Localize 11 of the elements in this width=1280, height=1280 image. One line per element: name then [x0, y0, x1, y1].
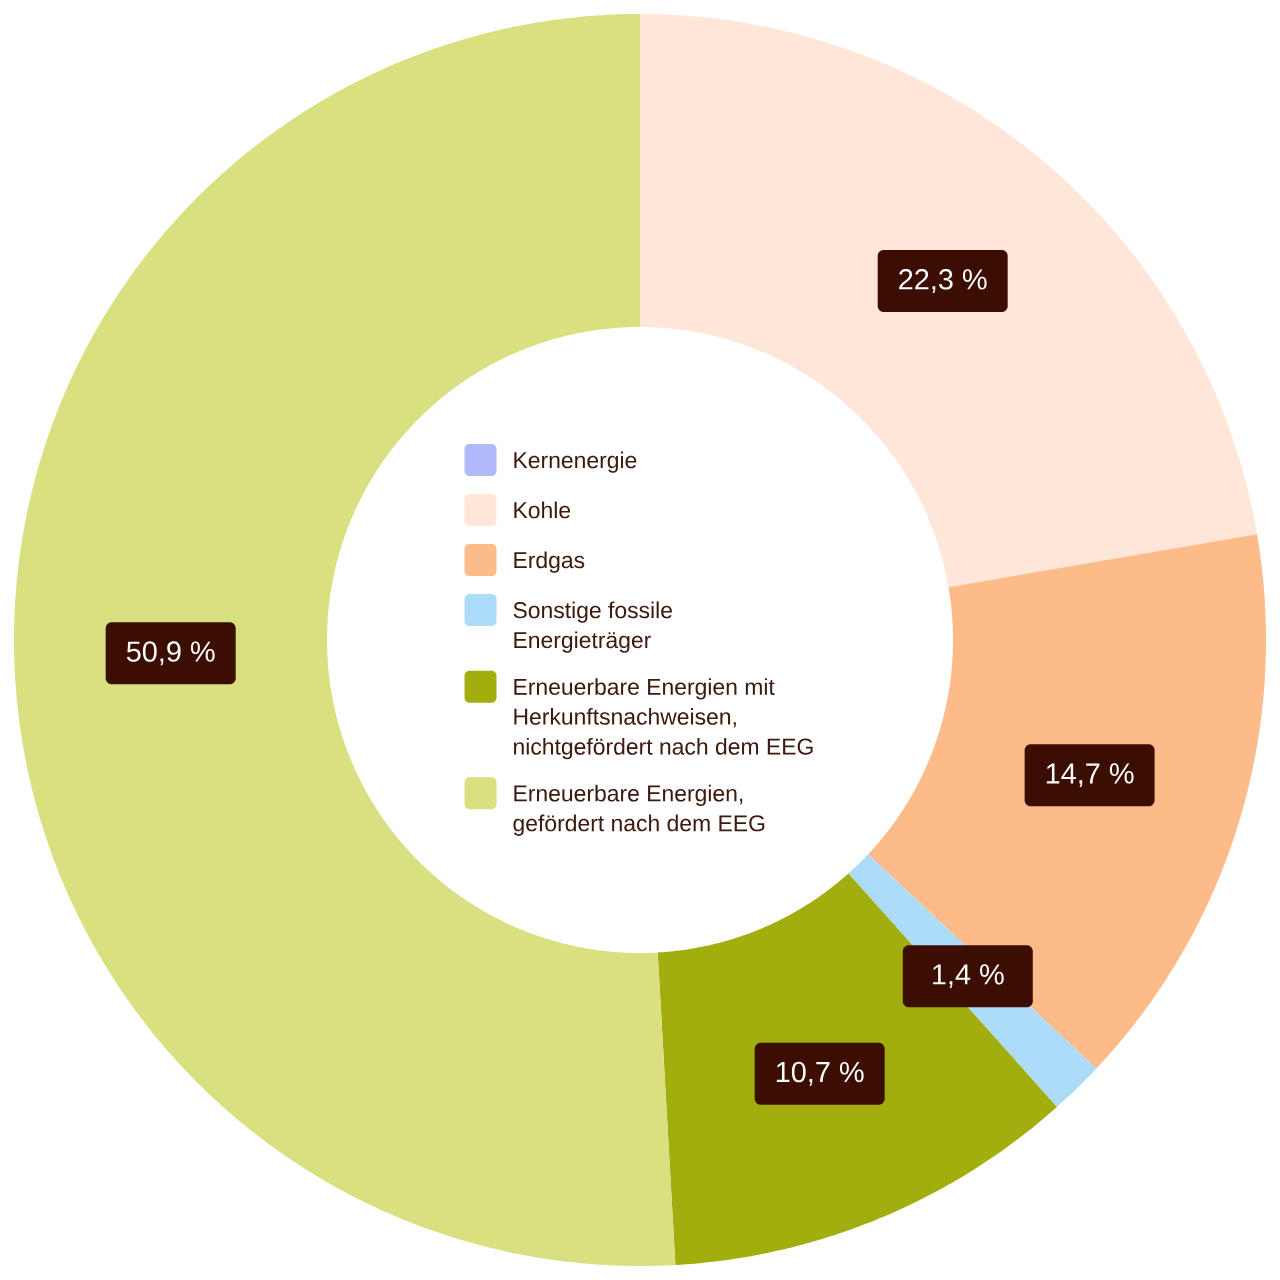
- legend-label: Erdgas: [514, 551, 585, 573]
- data-label: 22,3 %: [899, 269, 987, 293]
- legend-label: Erneuerbare Energien, gefördert nach dem EEG: [513, 784, 765, 836]
- legend-label: Sonstige fossile Energieträger: [513, 601, 672, 653]
- data-label: 10,7 %: [776, 1061, 864, 1086]
- data-label: 14,7 %: [1046, 763, 1134, 788]
- legend-label: Kohle: [514, 501, 571, 519]
- legend-label: Kernenergie: [514, 451, 637, 473]
- legend-label: Erneuerbare Energien mit Herkunftsnachweisen, nichtgefördert nach dem EEG: [514, 678, 813, 760]
- data-label: 50,9 %: [126, 641, 215, 666]
- data-label: 1,4 %: [933, 964, 1004, 988]
